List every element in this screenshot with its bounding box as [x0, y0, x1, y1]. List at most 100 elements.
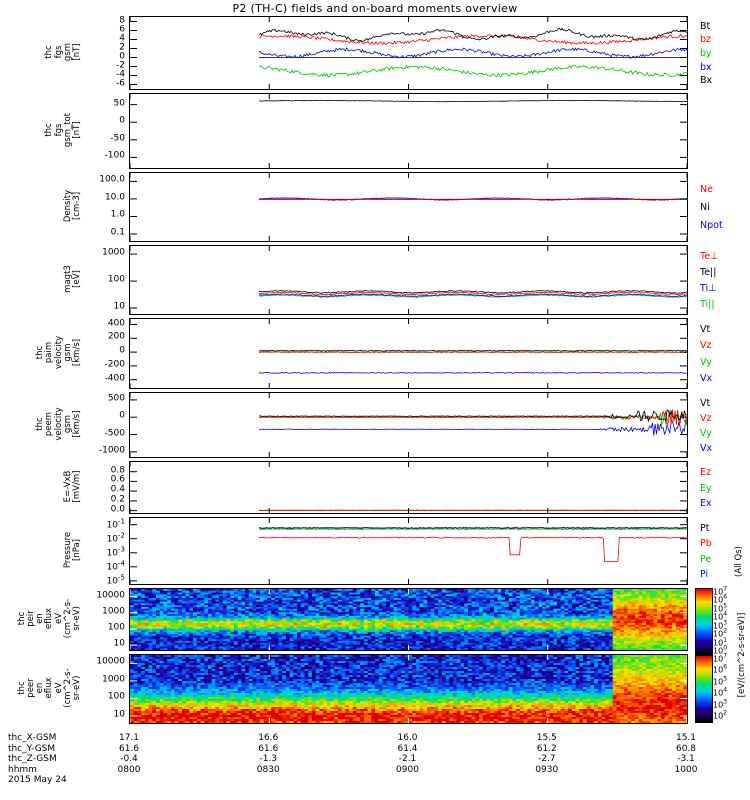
- ytick-label: 1.0: [110, 209, 125, 220]
- ytick-label: 10000: [96, 590, 125, 601]
- ytick-label: 0.2: [110, 494, 125, 505]
- ytick-label: 10-5: [106, 573, 125, 587]
- page-title: P2 (TH-C) fields and on-board moments ov…: [232, 2, 518, 15]
- legend-item-bz: bz: [700, 34, 712, 46]
- ytick-label: 0.4: [110, 484, 125, 495]
- ytick-label: 400: [107, 318, 125, 329]
- ytick-label: 10-3: [106, 545, 125, 559]
- colorbar-tick: 107: [713, 585, 728, 597]
- xaxis-value-z: -0.4: [120, 754, 138, 764]
- panel-ylabel: [nT]: [71, 121, 82, 139]
- xaxis-value-z: -3.1: [677, 754, 695, 764]
- legend-item-vy: Vy: [700, 427, 712, 439]
- legend-item-ez: Ez: [700, 466, 711, 478]
- ytick-label: 200: [107, 331, 125, 342]
- colorbar-tick: 107: [713, 652, 728, 664]
- ytick-label: -400: [104, 373, 125, 384]
- legend-item-npot: Npot: [700, 220, 723, 231]
- legend-item-vy: Vy: [700, 356, 712, 368]
- legend-item-ey: Ey: [700, 482, 712, 494]
- ytick-label: 10-4: [106, 559, 125, 573]
- ytick-label: 0.8: [110, 465, 125, 476]
- xaxis-value-x: 16.6: [258, 733, 279, 743]
- panel-ylabel: [km/s]: [71, 410, 82, 438]
- ytick-label: 0: [119, 115, 125, 126]
- ytick-label: -100: [104, 150, 125, 161]
- xaxis-value-time: 0900: [396, 764, 419, 775]
- xaxis-value-z: -2.1: [398, 754, 417, 764]
- ytick-label: -4: [116, 69, 125, 79]
- legend-item-pb: Pb: [700, 538, 712, 550]
- xaxis-value-x: 15.5: [536, 733, 557, 743]
- panel-pressure: [129, 517, 688, 585]
- colorbar-label: [eV/(cm^2-s-sr-eV)]: [737, 612, 747, 698]
- panel-ylabel: sr-eV): [71, 606, 82, 631]
- panel-ylabel: [cm-3]: [71, 191, 82, 221]
- panel-peir-eflux-spectrogram: [129, 588, 688, 651]
- ytick-label: 0.1: [110, 227, 125, 238]
- ytick-label: -50: [110, 133, 125, 144]
- ytick-label: 100: [107, 274, 125, 285]
- xaxis-value-y: 61.6: [258, 743, 279, 754]
- legend-item-ti: Ti||: [700, 299, 715, 310]
- xaxis-value-y: 61.4: [397, 743, 418, 754]
- xaxis-value-y: 61.6: [118, 743, 140, 754]
- xaxis-row-label: thc_X-GSM: [8, 733, 57, 743]
- xaxis-value-time: 0800: [117, 764, 141, 775]
- ytick-label: 0: [119, 410, 125, 421]
- colorbar-lower: [695, 655, 713, 723]
- colorbar-tick: 106: [713, 664, 728, 675]
- ytick-label: -6: [116, 78, 125, 88]
- legend-item-vz: Vz: [700, 412, 712, 424]
- panel-fgs-gsm-tot: [129, 93, 688, 169]
- panel-magt3: [129, 245, 688, 315]
- ytick-label: 2: [119, 42, 125, 52]
- ytick-label: -200: [104, 359, 125, 370]
- ytick-label: 10: [113, 638, 125, 649]
- ytick-label: 100: [107, 622, 125, 633]
- ytick-label: 0: [119, 51, 125, 61]
- ytick-label: 10: [113, 301, 125, 312]
- legend-item-bt: Bt: [700, 20, 711, 32]
- legend-item-ex: Ex: [700, 498, 712, 510]
- xaxis-value-x: 17.1: [118, 733, 140, 743]
- xaxis-row-label: thc_Z-GSM: [8, 754, 57, 764]
- colorbar-tick: 104: [713, 686, 728, 698]
- xaxis-tick-column: 16.6 61.6 -1.3 0830: [228, 733, 308, 775]
- legend-note: (All Qs): [734, 546, 744, 577]
- legend-item-te: Te⊥: [700, 251, 719, 262]
- panel-exb-field: [129, 461, 688, 514]
- ytick-label: 1000: [102, 674, 125, 685]
- legend-item-bx: bx: [700, 61, 712, 73]
- colorbar-tick: 105: [713, 602, 728, 614]
- legend-item-vx: Vx: [700, 372, 713, 384]
- ytick-label: 10.0: [104, 192, 125, 203]
- legend-item-pi: Pi: [700, 569, 709, 581]
- xaxis-value-y: 61.2: [536, 743, 557, 754]
- ytick-label: 100: [107, 691, 125, 702]
- xaxis-date: 2015 May 24: [8, 775, 67, 785]
- legend-item-ne: Ne: [700, 184, 713, 195]
- colorbar-upper: [695, 588, 713, 656]
- colorbar-tick: 100: [713, 644, 728, 656]
- xaxis-value-x: 15.1: [675, 733, 697, 743]
- legend-item-by: by: [700, 48, 712, 59]
- legend-item-te: Te||: [700, 267, 717, 278]
- legend-item-vt: Vt: [700, 324, 711, 336]
- ytick-label: 10000: [96, 656, 125, 667]
- xaxis-value-z: -2.7: [537, 754, 556, 764]
- panel-ylabel: [km/s]: [71, 338, 82, 367]
- legend-item-vt: Vt: [700, 397, 711, 409]
- ytick-label: 4: [119, 33, 125, 43]
- panel-fgs-gsm: [129, 16, 688, 90]
- xaxis-row-label: hhmm: [8, 764, 37, 775]
- legend-item-pe: Pe: [700, 553, 712, 565]
- panel-peem-velocity: [129, 392, 688, 458]
- ytick-label: 0.0: [110, 504, 125, 515]
- panel-density: [129, 172, 688, 242]
- ytick-label: -500: [104, 428, 125, 438]
- colorbar-tick: 102: [713, 709, 728, 721]
- panel-ylabel: [nT]: [71, 43, 82, 61]
- xaxis-tick-column: 16.0 61.4 -2.1 0900: [368, 733, 448, 775]
